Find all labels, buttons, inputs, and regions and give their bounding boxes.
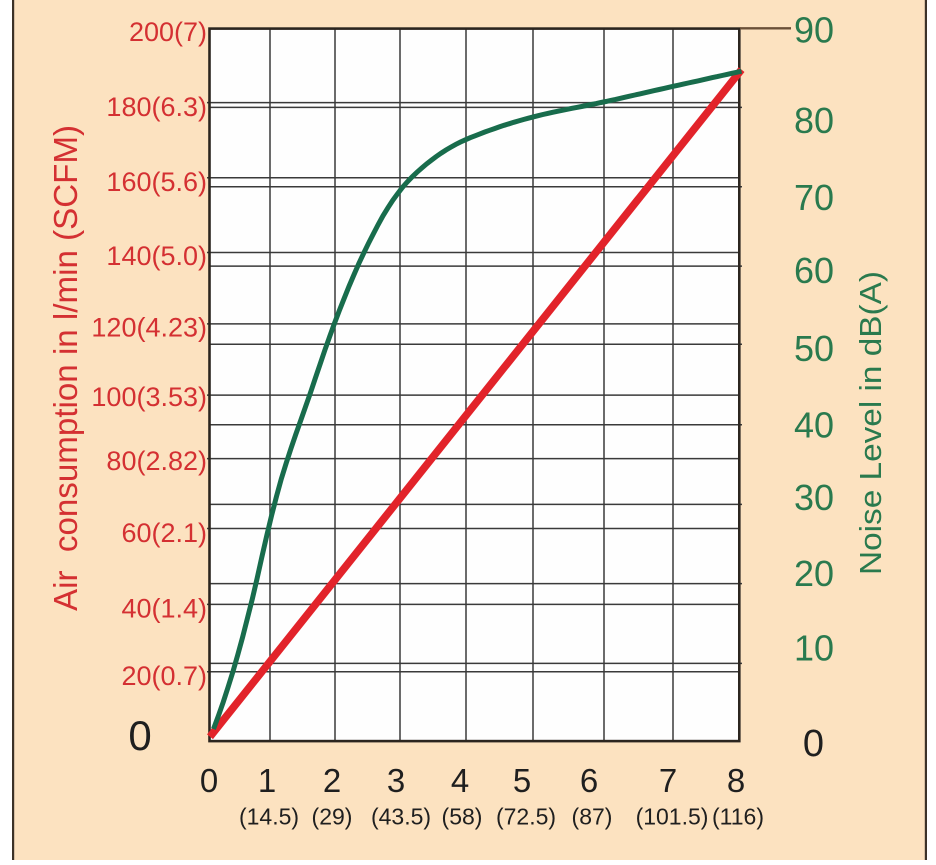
- svg-text:(43.5): (43.5): [371, 804, 431, 830]
- svg-text:Air consumption in l/min (SCF: Air consumption in l/min (SCFM): [47, 125, 84, 611]
- svg-text:(101.5): (101.5): [636, 804, 709, 830]
- svg-text:(58): (58): [442, 804, 483, 830]
- svg-text:(14.5): (14.5): [239, 804, 299, 830]
- svg-text:160(5.6): 160(5.6): [106, 167, 207, 197]
- svg-text:10: 10: [794, 627, 834, 668]
- svg-text:0: 0: [803, 723, 824, 765]
- svg-text:40: 40: [794, 405, 834, 446]
- svg-text:1: 1: [258, 762, 276, 799]
- svg-text:8: 8: [727, 762, 745, 799]
- svg-text:180(6.3): 180(6.3): [106, 92, 207, 122]
- svg-text:3: 3: [387, 762, 405, 799]
- svg-text:(29): (29): [312, 804, 353, 830]
- svg-text:90: 90: [794, 10, 834, 51]
- svg-text:50: 50: [794, 328, 834, 369]
- svg-text:20: 20: [794, 553, 834, 594]
- svg-text:120(4.23): 120(4.23): [91, 312, 207, 342]
- svg-text:40(1.4): 40(1.4): [121, 593, 207, 623]
- svg-text:(116): (116): [712, 804, 764, 830]
- svg-text:60: 60: [794, 250, 834, 291]
- svg-text:80: 80: [794, 100, 834, 141]
- svg-text:140(5.0): 140(5.0): [106, 241, 207, 271]
- svg-text:20(0.7): 20(0.7): [121, 661, 207, 691]
- svg-text:70: 70: [794, 177, 834, 218]
- svg-text:2: 2: [323, 762, 341, 799]
- svg-text:7: 7: [659, 762, 677, 799]
- svg-text:0: 0: [200, 762, 218, 799]
- svg-text:0: 0: [128, 712, 151, 759]
- svg-text:30: 30: [794, 477, 834, 518]
- svg-text:Noise Level in dB(A): Noise Level in dB(A): [853, 271, 888, 575]
- svg-text:60(2.1): 60(2.1): [121, 518, 207, 548]
- svg-text:5: 5: [513, 762, 531, 799]
- svg-text:(72.5): (72.5): [496, 804, 556, 830]
- svg-text:4: 4: [451, 762, 469, 799]
- svg-text:100(3.53): 100(3.53): [91, 382, 207, 412]
- svg-text:200(7): 200(7): [129, 17, 207, 47]
- svg-text:80(2.82): 80(2.82): [106, 446, 207, 476]
- svg-text:(87): (87): [572, 804, 613, 830]
- svg-text:6: 6: [580, 762, 598, 799]
